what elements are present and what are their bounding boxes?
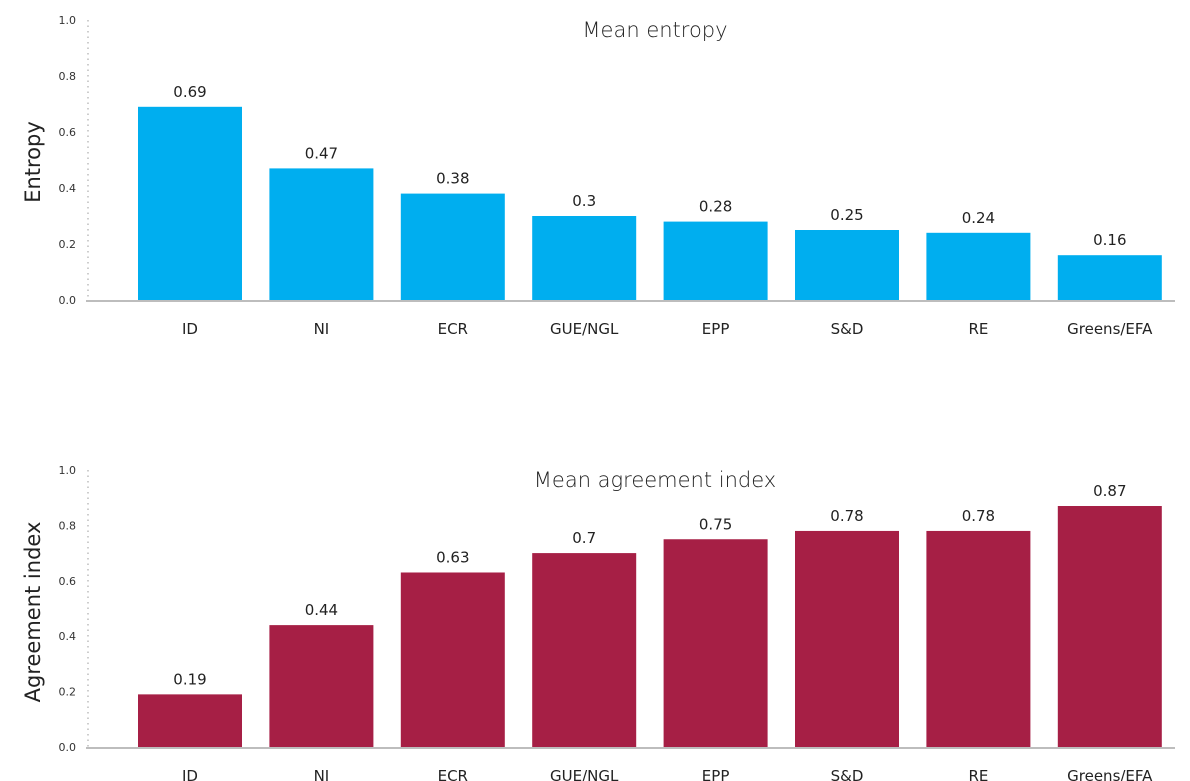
y-tick-label: 0.6 — [59, 575, 77, 588]
bar — [663, 539, 768, 747]
x-tick-label: GUE/NGL — [550, 320, 619, 338]
x-tick-label: NI — [314, 320, 330, 338]
data-label: 0.75 — [699, 515, 732, 533]
bar — [795, 530, 899, 747]
data-label: 0.3 — [572, 192, 596, 210]
bar — [269, 168, 374, 300]
data-label: 0.25 — [830, 206, 863, 224]
bar — [269, 625, 374, 747]
y-tick-label: 0.8 — [59, 519, 77, 532]
y-tick-label: 0.2 — [59, 686, 77, 699]
x-tick-label: Greens/EFA — [1067, 767, 1153, 781]
x-tick-label: Greens/EFA — [1067, 320, 1153, 338]
bar — [926, 232, 1031, 300]
y-tick-label: 0.0 — [59, 294, 77, 307]
data-label: 0.47 — [305, 144, 338, 162]
bar — [138, 694, 242, 747]
data-label: 0.7 — [572, 529, 596, 547]
bar — [138, 106, 242, 300]
y-tick-label: 0.6 — [59, 126, 77, 139]
data-label: 0.16 — [1093, 231, 1126, 249]
bar — [795, 230, 899, 300]
x-tick-label: ECR — [438, 767, 468, 781]
data-label: 0.38 — [436, 170, 469, 188]
data-label: 0.63 — [436, 548, 469, 566]
x-tick-label: S&D — [831, 320, 864, 338]
data-label: 0.78 — [830, 507, 863, 525]
chart-title: Mean entropy — [582, 18, 727, 42]
bar — [532, 216, 637, 300]
y-tick-label: 1.0 — [59, 14, 77, 27]
x-tick-label: RE — [968, 767, 988, 781]
y-tick-label: 0.2 — [59, 238, 77, 251]
x-tick-label: NI — [314, 767, 330, 781]
y-tick-label: 0.0 — [59, 741, 77, 754]
bar — [1057, 255, 1162, 300]
y-tick-label: 0.4 — [59, 630, 77, 643]
bar — [1057, 506, 1162, 747]
data-label: 0.78 — [962, 507, 995, 525]
y-tick-label: 0.8 — [59, 70, 77, 83]
chart-title: Mean agreement index — [534, 468, 776, 492]
x-tick-label: ID — [182, 320, 198, 338]
bar — [400, 193, 505, 300]
agreement-index-chart: Mean agreement index Agreement index 0.0… — [21, 464, 1175, 781]
bar — [663, 221, 768, 300]
x-tick-label: RE — [968, 320, 988, 338]
x-tick-label: ECR — [438, 320, 468, 338]
bar — [926, 530, 1031, 747]
data-label: 0.87 — [1093, 482, 1126, 500]
entropy-chart: Mean entropy Entropy 0.0 0.2 0.4 0.6 0.8 1.0 0… — [21, 14, 1175, 338]
x-tick-label: EPP — [702, 767, 730, 781]
y-tick-label: 1.0 — [59, 464, 77, 477]
y-tick-label: 0.4 — [59, 182, 77, 195]
x-tick-label: EPP — [702, 320, 730, 338]
bar — [400, 572, 505, 747]
data-label: 0.69 — [173, 83, 206, 101]
x-tick-label: S&D — [831, 767, 864, 781]
data-label: 0.28 — [699, 198, 732, 216]
y-axis-label: Agreement index — [21, 522, 45, 703]
y-axis-label: Entropy — [21, 121, 45, 203]
bar — [532, 553, 637, 747]
data-label: 0.24 — [962, 209, 995, 227]
data-label: 0.44 — [305, 601, 338, 619]
x-tick-label: ID — [182, 767, 198, 781]
x-tick-label: GUE/NGL — [550, 767, 619, 781]
data-label: 0.19 — [173, 670, 206, 688]
